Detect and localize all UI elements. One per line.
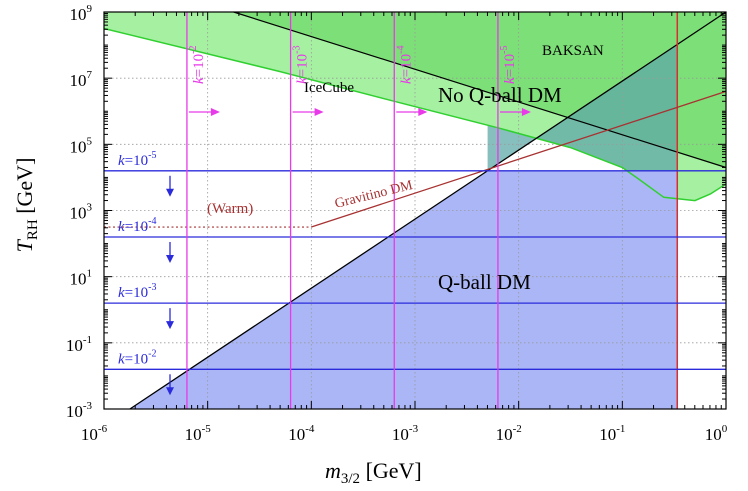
icecube-line (103, 27, 727, 202)
x-tick-label: 10-5 (185, 423, 212, 444)
k-right-arrow-head (314, 108, 324, 116)
k-right-arrow-head (521, 108, 531, 116)
k-vertical-label: k=10-2 (188, 46, 207, 84)
k-horizontal-label: k=10-2 (118, 348, 156, 367)
k-right-arrow-head (210, 108, 220, 116)
baksan-label: BAKSAN (542, 43, 604, 59)
x-tick-label: 10-4 (288, 423, 315, 444)
y-tick-label: 103 (70, 202, 93, 223)
y-tick-labels: 10-3 10-1 101 103 105 107 109 (66, 3, 93, 421)
k-vertical-label: k=10-3 (292, 46, 311, 84)
x-tick-label: 100 (705, 423, 728, 444)
x-tick-labels: 10-6 10-5 10-4 10-3 10-2 10-1 100 (81, 423, 728, 444)
k-right-arrow-head (418, 108, 428, 116)
icecube-label: IceCube (304, 80, 354, 96)
y-tick-label: 107 (70, 69, 93, 90)
qball-region (129, 170, 678, 409)
vertical-k-lines: k=10-2 k=10-3 k=10-4 k=10-5 (186, 12, 531, 409)
y-axis-title: TRH [GeV] (12, 158, 41, 253)
x-axis-title: m3/2 [GeV] (325, 458, 422, 487)
k-horizontal-label: k=10-3 (118, 282, 156, 301)
y-tick-label: 101 (70, 268, 93, 289)
y-tick-label: 10-3 (66, 400, 93, 421)
baksan-line (233, 11, 727, 169)
qball-boundary-line (129, 11, 727, 410)
y-tick-label: 10-1 (66, 334, 92, 355)
x-tick-label: 10-2 (496, 423, 522, 444)
qball-label: Q-ball DM (438, 270, 531, 294)
k-vertical-label: k=10-5 (499, 46, 518, 84)
no-qball-label: No Q-ball DM (438, 83, 562, 107)
k-horizontal-label: k=10-5 (118, 150, 156, 169)
x-tick-label: 10-1 (599, 423, 625, 444)
y-tick-label: 109 (70, 3, 93, 24)
k-down-arrow-head (166, 321, 174, 330)
x-tick-label: 10-6 (81, 423, 108, 444)
k-horizontal-label: k=10-4 (118, 216, 156, 235)
gravitino-line (311, 90, 727, 228)
y-tick-label: 105 (70, 135, 93, 156)
k-down-arrow-head (166, 188, 174, 197)
horizontal-k-lines: k=10-5 k=10-4 k=10-3 k=10-2 (104, 150, 726, 396)
k-down-arrow-head (166, 387, 174, 396)
plot-area: k=10-5k=10-4k=10-3k=10-2 k=10-2k=10-3k=1… (103, 11, 727, 410)
k-down-arrow-head (166, 255, 174, 263)
tick-marks (103, 12, 726, 410)
k-vertical-label: k=10-4 (395, 46, 414, 84)
x-tick-label: 10-3 (392, 423, 419, 444)
warm-label: (Warm) (207, 201, 253, 217)
